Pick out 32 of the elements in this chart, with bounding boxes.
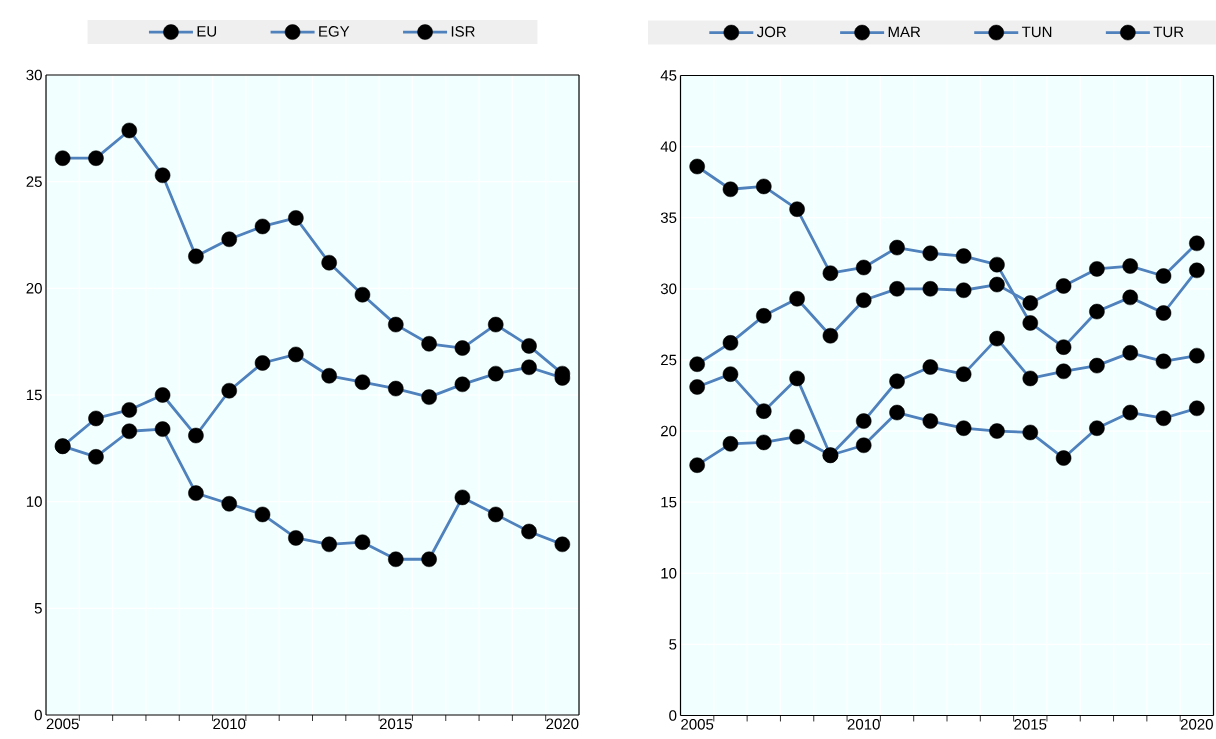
legend-label: ISR: [451, 26, 475, 37]
y-tick-label: 20: [26, 283, 42, 294]
legend-label: TUN: [1021, 26, 1052, 38]
x-tick-label: 2010: [847, 719, 880, 730]
y-tick-label: 40: [660, 141, 677, 152]
x-tick-label: 2005: [681, 719, 714, 730]
y-tick-label: 30: [26, 69, 42, 81]
y-tick-label: 15: [26, 389, 42, 401]
x-tick-label: 2015: [1014, 719, 1047, 730]
y-tick-label: 0: [669, 710, 677, 721]
legend-label: EGY: [319, 26, 350, 37]
legend-label: EU: [197, 26, 217, 37]
y-tick-label: 15: [661, 496, 677, 508]
y-tick-label: 5: [34, 603, 42, 614]
x-tick-label: 2020: [1180, 719, 1213, 730]
x-tick-label: 2015: [379, 718, 412, 730]
y-tick-label: 0: [34, 709, 42, 721]
y-tick-label: 5: [669, 639, 677, 650]
x-tick-label: 2005: [46, 718, 79, 730]
y-tick-label: 20: [661, 425, 677, 437]
y-tick-label: 30: [660, 283, 677, 295]
x-tick-label: 2020: [546, 718, 579, 730]
y-tick-label: 25: [661, 354, 677, 366]
y-tick-label: 45: [660, 70, 677, 81]
y-tick-label: 25: [26, 176, 42, 187]
y-tick-label: 10: [661, 567, 677, 579]
y-tick-label: 35: [660, 212, 677, 224]
legend-label: JOR: [756, 26, 787, 38]
y-tick-label: 10: [26, 496, 42, 507]
legend-label: MAR: [888, 26, 921, 37]
x-tick-label: 2010: [213, 718, 246, 730]
legend-label: TUR: [1153, 26, 1184, 38]
